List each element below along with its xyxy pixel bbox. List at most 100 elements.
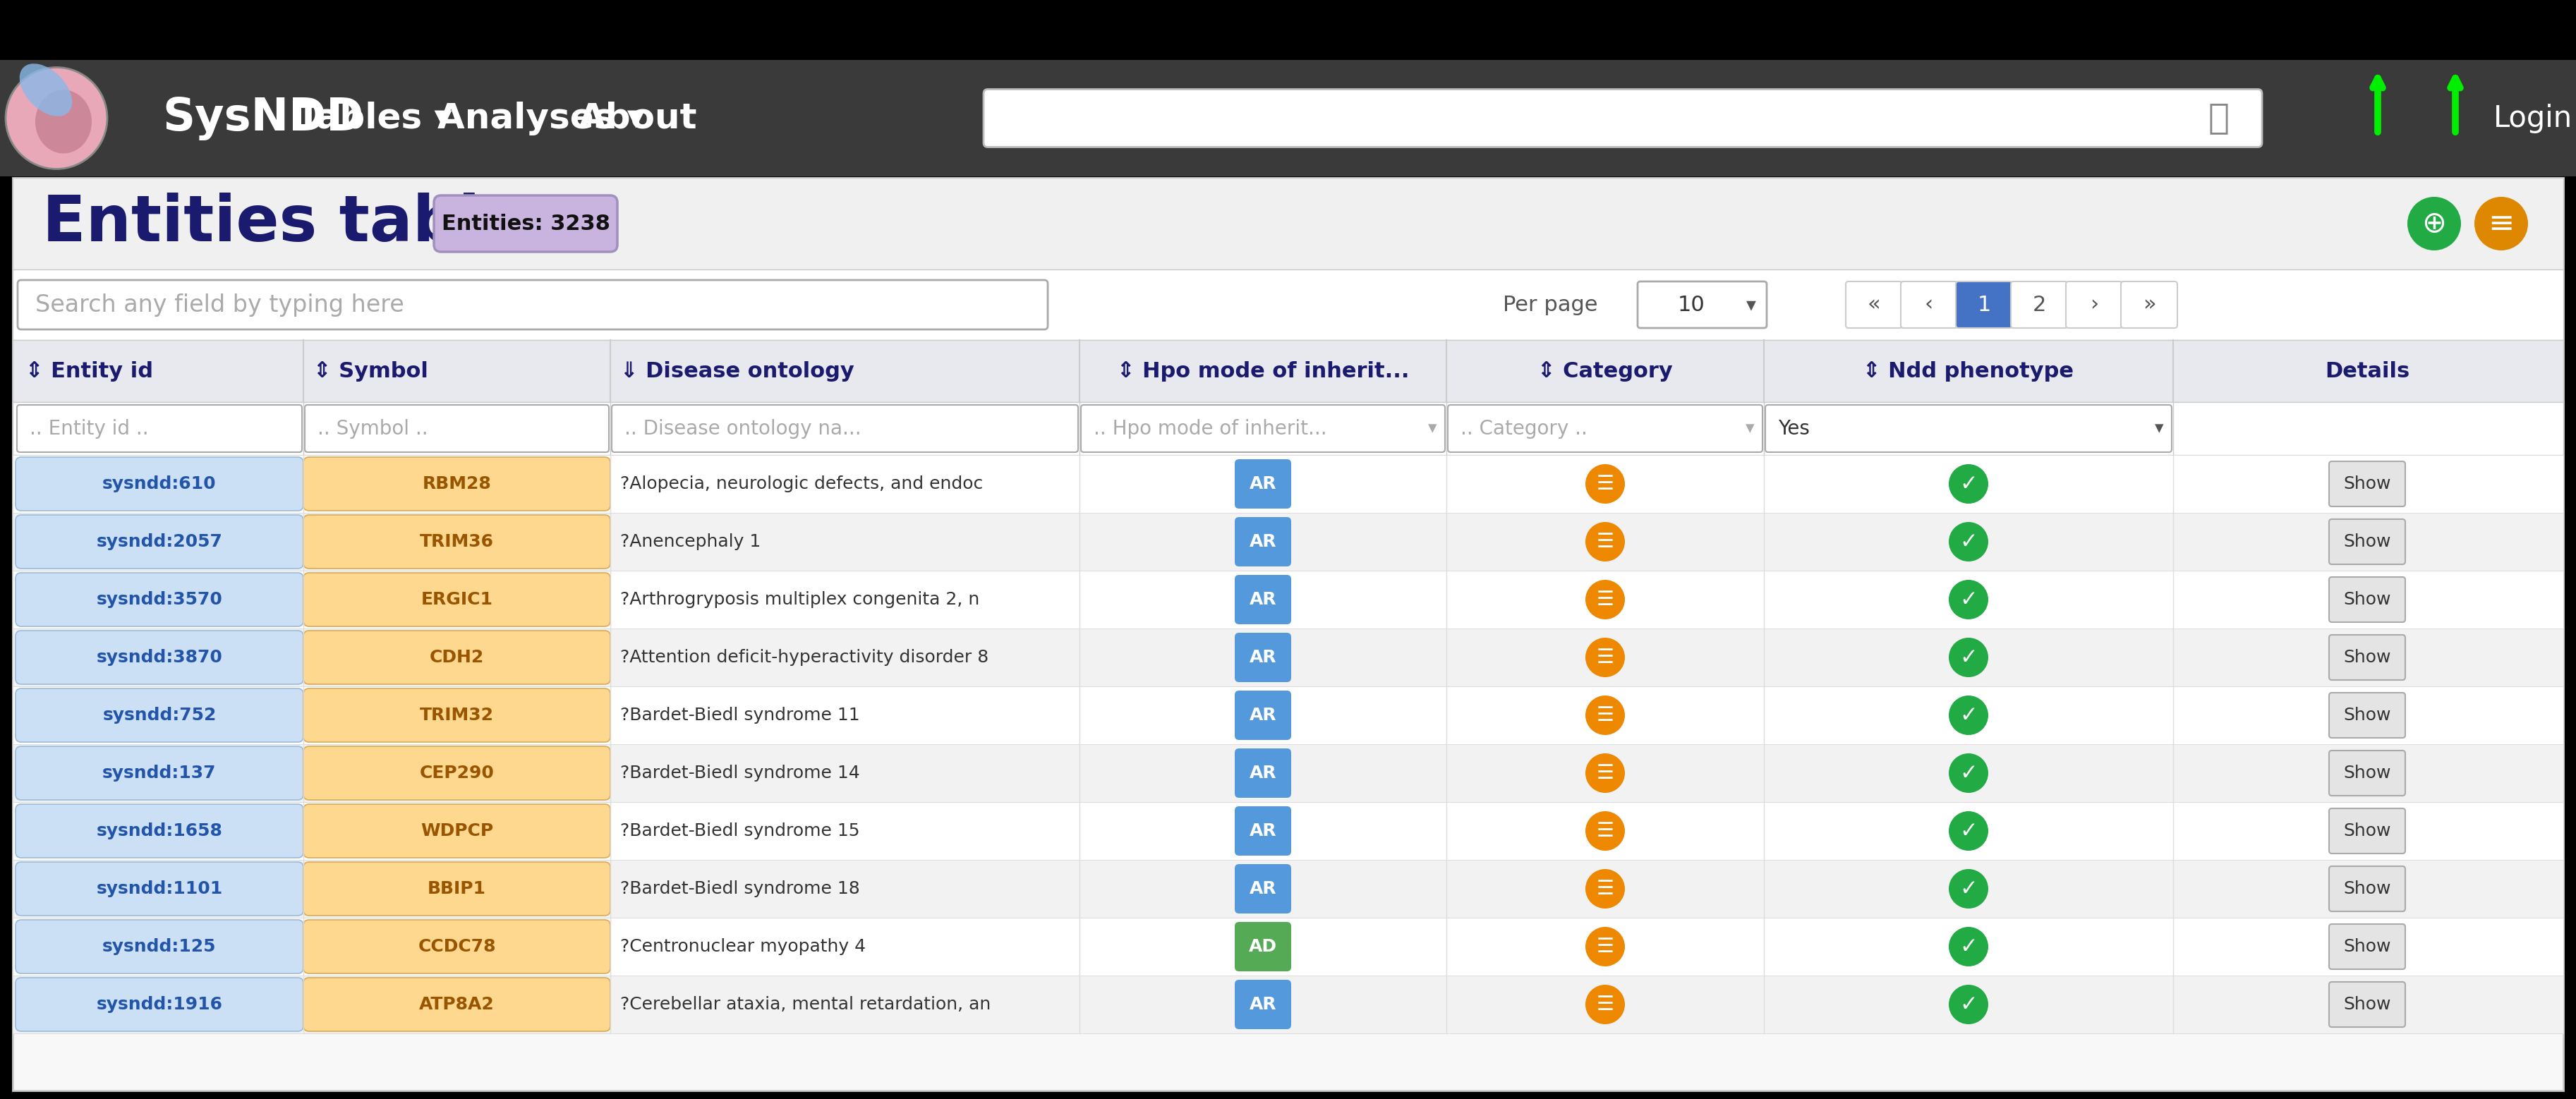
Text: Login: Login: [2494, 103, 2573, 133]
Text: ⇕ Hpo mode of inherit...: ⇕ Hpo mode of inherit...: [1118, 360, 1409, 381]
Text: ‹: ‹: [1924, 295, 1935, 315]
Text: ▾: ▾: [1427, 420, 1437, 437]
Text: sysndd:3570: sysndd:3570: [95, 591, 222, 608]
Text: 2: 2: [2032, 295, 2045, 315]
Bar: [13, 859, 2563, 918]
Text: Show: Show: [2344, 996, 2391, 1013]
Text: ▾: ▾: [1747, 420, 1754, 437]
Text: 1: 1: [1978, 295, 1991, 315]
Text: WDPCP: WDPCP: [420, 822, 492, 840]
FancyBboxPatch shape: [1638, 281, 1767, 328]
Text: ⇕ Category: ⇕ Category: [1538, 360, 1672, 381]
Text: RBM28: RBM28: [422, 476, 492, 492]
FancyBboxPatch shape: [1234, 690, 1291, 740]
Text: sysndd:3870: sysndd:3870: [95, 650, 222, 666]
Circle shape: [1584, 753, 1625, 792]
Text: ☰: ☰: [1597, 532, 1615, 552]
Circle shape: [1584, 985, 1625, 1024]
Text: ☰: ☰: [1597, 821, 1615, 841]
FancyBboxPatch shape: [304, 978, 611, 1031]
Circle shape: [1950, 985, 1989, 1024]
Text: CCDC78: CCDC78: [417, 939, 495, 955]
Circle shape: [1950, 926, 1989, 966]
FancyBboxPatch shape: [1234, 922, 1291, 972]
FancyBboxPatch shape: [1234, 575, 1291, 624]
Text: ?Alopecia, neurologic defects, and endoc: ?Alopecia, neurologic defects, and endoc: [621, 476, 984, 492]
Text: ERGIC1: ERGIC1: [420, 591, 492, 608]
Text: About: About: [580, 101, 698, 135]
Text: ▾: ▾: [1747, 295, 1757, 314]
Text: ⌕: ⌕: [2208, 101, 2231, 135]
Text: Per page: Per page: [1502, 295, 1597, 315]
FancyBboxPatch shape: [304, 804, 611, 857]
Text: Show: Show: [2344, 591, 2391, 608]
FancyBboxPatch shape: [2120, 281, 2177, 328]
Text: Show: Show: [2344, 476, 2391, 492]
Text: ☰: ☰: [1597, 706, 1615, 725]
FancyBboxPatch shape: [304, 862, 611, 915]
Text: AR: AR: [1249, 707, 1278, 724]
Text: ✓: ✓: [1960, 647, 1978, 668]
FancyBboxPatch shape: [304, 688, 611, 742]
Circle shape: [1584, 926, 1625, 966]
Text: ⇕ Entity id: ⇕ Entity id: [26, 360, 152, 381]
Text: ?Centronuclear myopathy 4: ?Centronuclear myopathy 4: [621, 939, 866, 955]
Text: ✓: ✓: [1960, 532, 1978, 552]
Bar: [13, 455, 2563, 513]
FancyBboxPatch shape: [1847, 281, 1901, 328]
Text: TRIM32: TRIM32: [420, 707, 495, 724]
Circle shape: [1584, 522, 1625, 562]
FancyBboxPatch shape: [2329, 577, 2406, 622]
FancyBboxPatch shape: [1234, 633, 1291, 682]
Text: AR: AR: [1249, 476, 1278, 492]
Text: AR: AR: [1249, 996, 1278, 1013]
Bar: [13, 744, 2563, 802]
FancyBboxPatch shape: [15, 515, 304, 568]
Text: AR: AR: [1249, 822, 1278, 840]
Circle shape: [1950, 869, 1989, 909]
Text: ⇕ Ndd phenotype: ⇕ Ndd phenotype: [1862, 360, 2074, 381]
Circle shape: [1950, 753, 1989, 792]
Text: ?Bardet-Biedl syndrome 18: ?Bardet-Biedl syndrome 18: [621, 880, 860, 897]
FancyBboxPatch shape: [15, 862, 304, 915]
Bar: [13, 918, 2563, 976]
FancyBboxPatch shape: [2329, 751, 2406, 796]
Text: ☰: ☰: [1597, 474, 1615, 493]
Text: sysndd:137: sysndd:137: [103, 765, 216, 781]
Text: .. Symbol ..: .. Symbol ..: [317, 419, 428, 439]
FancyBboxPatch shape: [984, 89, 2262, 147]
Text: Show: Show: [2344, 533, 2391, 551]
Text: Yes: Yes: [1777, 419, 1811, 439]
Text: «: «: [1868, 295, 1880, 315]
Text: ›: ›: [2089, 295, 2099, 315]
FancyBboxPatch shape: [611, 404, 1079, 452]
Text: ☰: ☰: [1597, 647, 1615, 667]
Text: »: »: [2143, 295, 2156, 315]
Text: ☰: ☰: [1597, 590, 1615, 610]
Text: AD: AD: [1249, 939, 1278, 955]
Text: ✓: ✓: [1960, 706, 1978, 725]
FancyBboxPatch shape: [1448, 404, 1762, 452]
FancyBboxPatch shape: [15, 920, 304, 974]
Bar: [13, 629, 2563, 687]
Bar: [0, 60, 2576, 176]
Text: AR: AR: [1249, 591, 1278, 608]
Circle shape: [1584, 580, 1625, 620]
Circle shape: [1950, 464, 1989, 503]
Text: ?Anencephaly 1: ?Anencephaly 1: [621, 533, 760, 551]
FancyBboxPatch shape: [1234, 864, 1291, 913]
FancyBboxPatch shape: [15, 978, 304, 1031]
Bar: [13, 802, 2563, 859]
FancyBboxPatch shape: [2329, 635, 2406, 680]
Ellipse shape: [21, 64, 72, 116]
Text: ✓: ✓: [1960, 995, 1978, 1014]
FancyBboxPatch shape: [2329, 462, 2406, 507]
Text: AR: AR: [1249, 765, 1278, 781]
Text: ✓: ✓: [1960, 589, 1978, 610]
FancyBboxPatch shape: [1082, 404, 1445, 452]
Text: sysndd:752: sysndd:752: [103, 707, 216, 724]
Text: ✓: ✓: [1960, 821, 1978, 841]
Text: TRIM36: TRIM36: [420, 533, 495, 551]
Text: ✓: ✓: [1960, 763, 1978, 784]
FancyBboxPatch shape: [18, 280, 1048, 330]
